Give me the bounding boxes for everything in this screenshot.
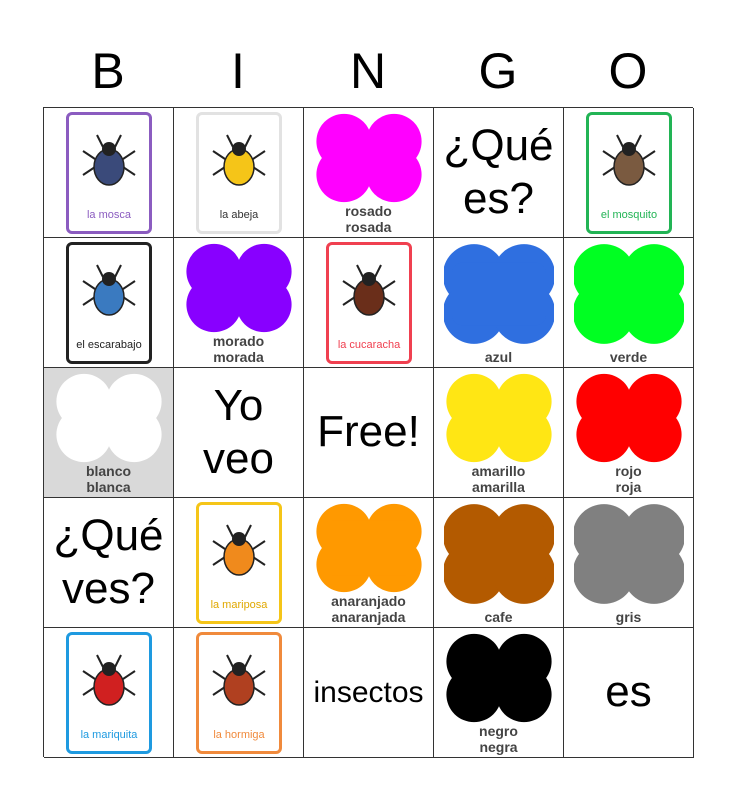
insect-card: la mariposa bbox=[196, 502, 282, 624]
cell-text: Free! bbox=[317, 407, 420, 457]
insect-icon bbox=[212, 134, 266, 186]
color-label: gris bbox=[615, 609, 642, 625]
color-blob bbox=[446, 633, 552, 723]
insect-icon bbox=[602, 134, 656, 186]
bingo-cell[interactable]: la mosca bbox=[44, 108, 174, 238]
header-letter: O bbox=[608, 43, 648, 99]
color-blob bbox=[446, 373, 552, 463]
cell-text: Yo veo bbox=[203, 380, 274, 483]
color-blob bbox=[574, 244, 684, 344]
cell-text: ¿Qué ves? bbox=[53, 510, 164, 613]
color-blob bbox=[316, 113, 422, 203]
bingo-cell[interactable]: rojo roja bbox=[564, 368, 694, 498]
insect-label: la cucaracha bbox=[337, 339, 401, 351]
bingo-cell[interactable]: morado morada bbox=[174, 238, 304, 368]
insect-card: el mosquito bbox=[586, 112, 672, 234]
bingo-cell[interactable]: la cucaracha bbox=[304, 238, 434, 368]
insect-label: la mariposa bbox=[210, 599, 268, 611]
color-label: blanco blanca bbox=[85, 463, 132, 495]
insect-label: la mariquita bbox=[80, 729, 138, 741]
header-letter: B bbox=[91, 43, 125, 99]
insect-label: la abeja bbox=[219, 209, 259, 221]
color-blob bbox=[444, 244, 554, 344]
color-blob bbox=[574, 504, 684, 604]
bingo-cell[interactable]: ¿Qué es? bbox=[434, 108, 564, 238]
color-label: amarillo amarilla bbox=[471, 463, 526, 495]
insect-label: la mosca bbox=[86, 209, 132, 221]
bingo-cell[interactable]: la mariquita bbox=[44, 628, 174, 758]
color-label: azul bbox=[484, 349, 513, 365]
insect-icon bbox=[212, 654, 266, 706]
bingo-cell[interactable]: es bbox=[564, 628, 694, 758]
color-label: cafe bbox=[484, 609, 513, 625]
insect-icon bbox=[82, 654, 136, 706]
bingo-cell[interactable]: gris bbox=[564, 498, 694, 628]
insect-icon bbox=[342, 264, 396, 316]
bingo-cell[interactable]: cafe bbox=[434, 498, 564, 628]
bingo-cell[interactable]: la mariposa bbox=[174, 498, 304, 628]
insect-icon bbox=[212, 524, 266, 576]
header-letter: G bbox=[478, 43, 518, 99]
insect-card: la cucaracha bbox=[326, 242, 412, 364]
bingo-cell[interactable]: Free! bbox=[304, 368, 434, 498]
bingo-cell[interactable]: anaranjado anaranjada bbox=[304, 498, 434, 628]
bingo-cell[interactable]: el mosquito bbox=[564, 108, 694, 238]
bingo-grid: la mosca la abeja rosado rosada ¿Qué es? el … bbox=[43, 107, 694, 758]
header-letter: N bbox=[349, 43, 387, 99]
bingo-cell[interactable]: la abeja bbox=[174, 108, 304, 238]
color-blob bbox=[444, 504, 554, 604]
insect-card: la mariquita bbox=[66, 632, 152, 754]
insect-icon bbox=[82, 264, 136, 316]
bingo-cell[interactable]: azul bbox=[434, 238, 564, 368]
insect-card: la mosca bbox=[66, 112, 152, 234]
insect-card: la hormiga bbox=[196, 632, 282, 754]
cell-text: es bbox=[605, 667, 652, 717]
bingo-cell[interactable]: amarillo amarilla bbox=[434, 368, 564, 498]
bingo-cell[interactable]: el escarabajo bbox=[44, 238, 174, 368]
color-label: negro negra bbox=[479, 723, 518, 755]
insect-card: la abeja bbox=[196, 112, 282, 234]
insect-card: el escarabajo bbox=[66, 242, 152, 364]
color-blob bbox=[56, 373, 162, 463]
cell-text: insectos bbox=[313, 675, 424, 709]
color-blob bbox=[186, 243, 292, 333]
bingo-cell[interactable]: blanco blanca bbox=[44, 368, 174, 498]
cell-text: ¿Qué es? bbox=[443, 120, 554, 223]
color-label: verde bbox=[609, 349, 648, 365]
insect-label: el escarabajo bbox=[76, 339, 142, 351]
bingo-cell[interactable]: la hormiga bbox=[174, 628, 304, 758]
insect-label: la hormiga bbox=[213, 729, 265, 741]
header-letter: I bbox=[231, 43, 245, 99]
bingo-cell[interactable]: verde bbox=[564, 238, 694, 368]
bingo-cell[interactable]: insectos bbox=[304, 628, 434, 758]
insect-label: el mosquito bbox=[600, 209, 658, 221]
color-label: rojo roja bbox=[615, 463, 642, 495]
bingo-cell[interactable]: rosado rosada bbox=[304, 108, 434, 238]
color-label: rosado rosada bbox=[345, 203, 392, 235]
bingo-cell[interactable]: Yo veo bbox=[174, 368, 304, 498]
color-label: morado morada bbox=[212, 333, 265, 365]
insect-icon bbox=[82, 134, 136, 186]
bingo-cell[interactable]: ¿Qué ves? bbox=[44, 498, 174, 628]
color-label: anaranjado anaranjada bbox=[331, 593, 406, 625]
color-blob bbox=[316, 503, 422, 593]
bingo-cell[interactable]: negro negra bbox=[434, 628, 564, 758]
color-blob bbox=[576, 373, 682, 463]
